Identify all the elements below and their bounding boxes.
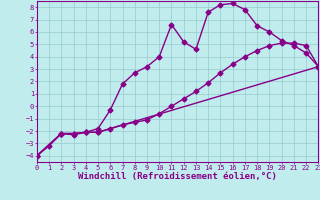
X-axis label: Windchill (Refroidissement éolien,°C): Windchill (Refroidissement éolien,°C) [78, 172, 277, 181]
